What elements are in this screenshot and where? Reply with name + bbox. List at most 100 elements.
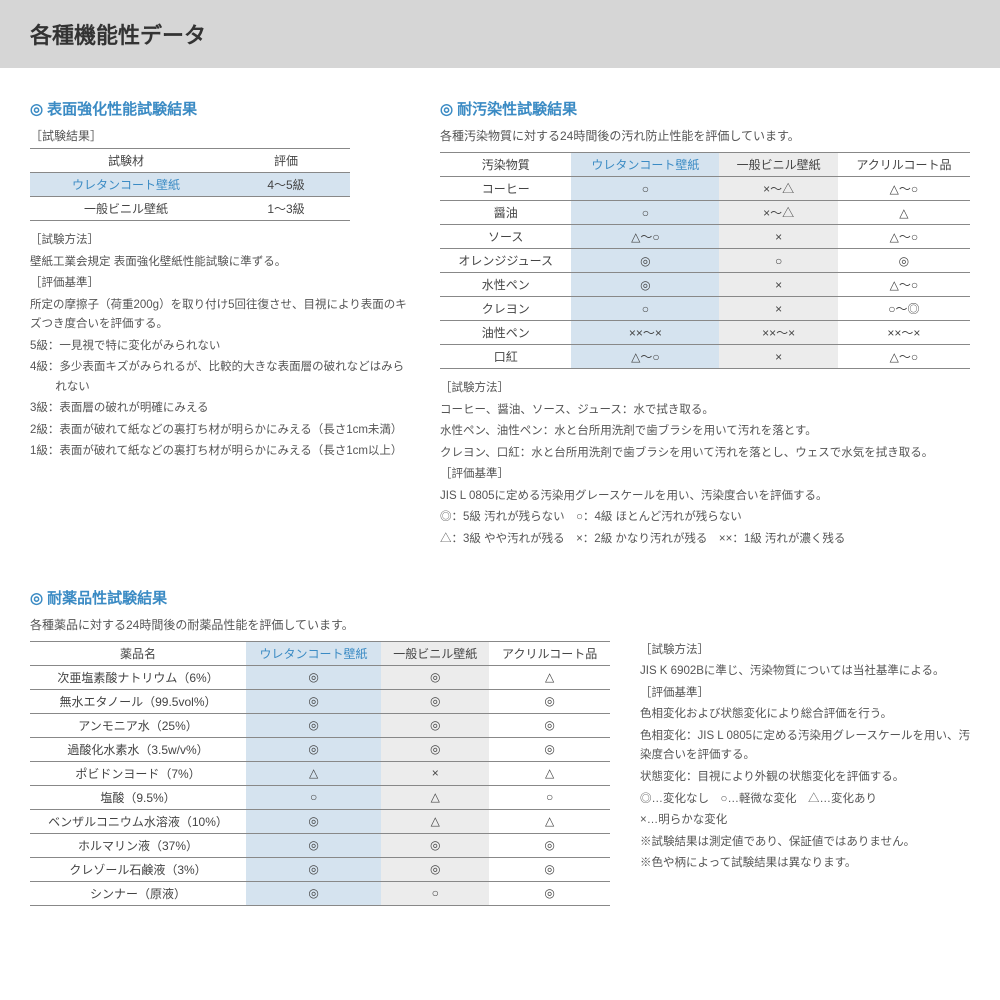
grade-line: 2級：表面が破れて紙などの裏打ち材が明らかにみえる（長さ1cm未満） <box>30 421 410 441</box>
td: ×～△ <box>719 177 837 201</box>
th: アクリルコート品 <box>838 153 970 177</box>
th: 試験材 <box>30 149 222 173</box>
td: △ <box>381 809 489 833</box>
td: ウレタンコート壁紙 <box>30 173 222 197</box>
td: ○ <box>246 785 381 809</box>
td: △～○ <box>571 345 719 369</box>
method-text: 壁紙工業会規定 表面強化壁紙性能試験に準ずる。 <box>30 253 410 273</box>
criteria-label: ［評価基準］ <box>640 684 970 704</box>
td: ◎ <box>489 713 610 737</box>
table-row: 醤油○×～△△ <box>440 201 970 225</box>
td: △ <box>838 201 970 225</box>
criteria-label: ［評価基準］ <box>30 274 410 294</box>
bullet-icon: ◎ <box>30 590 43 607</box>
td: ◎ <box>246 881 381 905</box>
page-title: 各種機能性データ <box>30 18 970 50</box>
td: △～○ <box>838 345 970 369</box>
title-text: 耐汚染性試験結果 <box>457 101 577 118</box>
td: 醤油 <box>440 201 571 225</box>
td: ×～△ <box>719 201 837 225</box>
table-row: ソース△～○×△～○ <box>440 225 970 249</box>
table-row: 過酸化水素水（3.5w/v%）◎◎◎ <box>30 737 610 761</box>
table-row: アンモニア水（25%）◎◎◎ <box>30 713 610 737</box>
td: ○ <box>571 297 719 321</box>
result-label: ［試験結果］ <box>30 127 410 144</box>
td: × <box>719 225 837 249</box>
section-title: ◎耐汚染性試験結果 <box>440 98 970 119</box>
criteria-text: 所定の摩擦子（荷重200g）を取り付け5回往復させ、目視により表面のキズつき度合… <box>30 296 410 335</box>
table-row: 水性ペン◎×△～○ <box>440 273 970 297</box>
td: ポビドンヨード（7%） <box>30 761 246 785</box>
td: ◎ <box>246 857 381 881</box>
method-label: ［試験方法］ <box>30 231 410 251</box>
td: ◎ <box>246 665 381 689</box>
td: ○ <box>381 881 489 905</box>
title-text: 耐薬品性試験結果 <box>47 590 167 607</box>
td: ◎ <box>246 689 381 713</box>
grade-line: 4級：多少表面キズがみられるが、比較的大きな表面層の破れなどはみられない <box>30 358 410 397</box>
td: ◎ <box>571 273 719 297</box>
grade-line: 1級：表面が破れて紙などの裏打ち材が明らかにみえる（長さ1cm以上） <box>30 442 410 462</box>
th: 評価 <box>222 149 350 173</box>
td: ××～× <box>719 321 837 345</box>
td: ◎ <box>489 857 610 881</box>
note-line: コーヒー、醤油、ソース、ジュース：水で拭き取る。 <box>440 401 970 421</box>
note-line: ×…明らかな変化 <box>640 811 970 831</box>
table-row: ポビドンヨード（7%）△×△ <box>30 761 610 785</box>
table-row: 口紅△～○×△～○ <box>440 345 970 369</box>
td: ◎ <box>381 665 489 689</box>
s3-notes: ［試験方法］ JIS K 6902Bに準じ、汚染物質については当社基準による。 … <box>640 641 970 916</box>
note-line: ※試験結果は測定値であり、保証値ではありません。 <box>640 833 970 853</box>
td: アンモニア水（25%） <box>30 713 246 737</box>
td: △ <box>489 761 610 785</box>
table-row: クレヨン○×○～◎ <box>440 297 970 321</box>
note-line: 状態変化：目視により外観の状態変化を評価する。 <box>640 768 970 788</box>
td: 油性ペン <box>440 321 571 345</box>
note-line: 水性ペン、油性ペン：水と台所用洗剤で歯ブラシを用いて汚れを落とす。 <box>440 422 970 442</box>
td: × <box>719 273 837 297</box>
th: ウレタンコート壁紙 <box>246 641 381 665</box>
td: オレンジジュース <box>440 249 571 273</box>
bottom-row: 薬品名 ウレタンコート壁紙 一般ビニル壁紙 アクリルコート品 次亜塩素酸ナトリウ… <box>30 641 970 916</box>
title-text: 表面強化性能試験結果 <box>47 101 197 118</box>
td: ◎ <box>381 833 489 857</box>
td: △～○ <box>571 225 719 249</box>
td: シンナー（原液） <box>30 881 246 905</box>
table-row: ホルマリン液（37%）◎◎◎ <box>30 833 610 857</box>
td: 4～5級 <box>222 173 350 197</box>
method-text: JIS K 6902Bに準じ、汚染物質については当社基準による。 <box>640 662 970 682</box>
td: ◎ <box>489 833 610 857</box>
surface-table: 試験材評価 ウレタンコート壁紙4～5級 一般ビニル壁紙1～3級 <box>30 148 350 221</box>
td: ○～◎ <box>838 297 970 321</box>
td: 一般ビニル壁紙 <box>30 197 222 221</box>
th: ウレタンコート壁紙 <box>571 153 719 177</box>
td: 過酸化水素水（3.5w/v%） <box>30 737 246 761</box>
table-row: シンナー（原液）◎○◎ <box>30 881 610 905</box>
th: アクリルコート品 <box>489 641 610 665</box>
td: 塩酸（9.5%） <box>30 785 246 809</box>
method-label: ［試験方法］ <box>640 641 970 661</box>
td: × <box>719 297 837 321</box>
bullet-icon: ◎ <box>440 101 453 118</box>
td: △～○ <box>838 273 970 297</box>
td: ××～× <box>571 321 719 345</box>
td: △ <box>489 665 610 689</box>
td: 口紅 <box>440 345 571 369</box>
th: 一般ビニル壁紙 <box>719 153 837 177</box>
table-row: コーヒー○×～△△～○ <box>440 177 970 201</box>
td: ◎ <box>489 881 610 905</box>
td: ホルマリン液（37%） <box>30 833 246 857</box>
table-row: ベンザルコニウム水溶液（10%）◎△△ <box>30 809 610 833</box>
top-row: ◎表面強化性能試験結果 ［試験結果］ 試験材評価 ウレタンコート壁紙4～5級 一… <box>30 98 970 552</box>
th: 汚染物質 <box>440 153 571 177</box>
td: 1～3級 <box>222 197 350 221</box>
section-desc: 各種汚染物質に対する24時間後の汚れ防止性能を評価しています。 <box>440 127 970 146</box>
td: ◎ <box>381 857 489 881</box>
note-line: ※色や柄によって試験結果は異なります。 <box>640 854 970 874</box>
bullet-icon: ◎ <box>30 101 43 118</box>
note-line: △：3級 やや汚れが残る ×：2級 かなり汚れが残る ××：1級 汚れが濃く残る <box>440 530 970 550</box>
note-line: 色相変化：JIS L 0805に定める汚染用グレースケールを用い、汚染度合いを評… <box>640 727 970 766</box>
chemical-table: 薬品名 ウレタンコート壁紙 一般ビニル壁紙 アクリルコート品 次亜塩素酸ナトリウ… <box>30 641 610 906</box>
th: 薬品名 <box>30 641 246 665</box>
td: ○ <box>719 249 837 273</box>
